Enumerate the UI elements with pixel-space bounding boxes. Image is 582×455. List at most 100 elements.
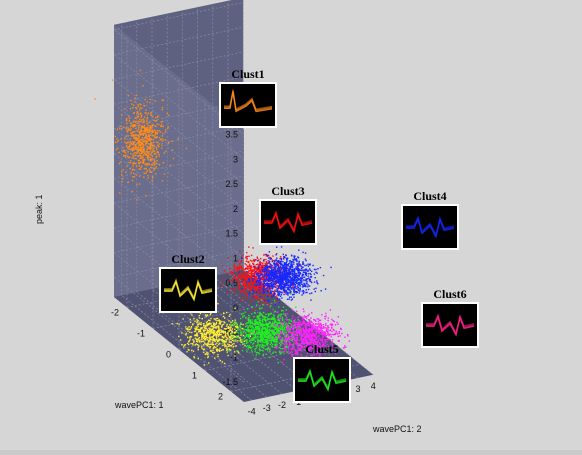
data-point [269, 322, 270, 323]
data-point [325, 339, 326, 340]
data-point [296, 279, 297, 280]
data-point [276, 263, 277, 264]
data-point [232, 324, 233, 325]
data-point [282, 317, 283, 318]
data-point [235, 275, 236, 276]
data-point [251, 350, 252, 351]
data-point [293, 262, 294, 263]
data-point [207, 353, 208, 354]
data-point [308, 266, 309, 267]
data-point [135, 122, 136, 123]
data-point [270, 327, 271, 328]
data-point [208, 356, 209, 357]
data-point [259, 301, 260, 302]
data-point [208, 320, 209, 321]
data-point [310, 270, 311, 271]
data-point [243, 328, 244, 329]
data-point [138, 136, 139, 137]
data-point [296, 261, 297, 262]
data-point [265, 345, 266, 346]
data-point [262, 269, 263, 270]
data-point [291, 278, 292, 279]
data-point [212, 339, 213, 340]
data-point [276, 259, 277, 260]
data-point [299, 292, 300, 293]
data-point [161, 145, 162, 146]
data-point [288, 280, 289, 281]
data-point [283, 278, 284, 279]
data-point [125, 152, 126, 153]
data-point [131, 133, 132, 134]
data-point [297, 287, 298, 288]
data-point [263, 336, 264, 337]
data-point [323, 326, 324, 327]
data-point [280, 313, 281, 314]
data-point [245, 268, 246, 269]
data-point [139, 109, 140, 110]
data-point [143, 122, 144, 123]
data-point [227, 351, 228, 352]
data-point [143, 130, 144, 131]
data-point [157, 145, 158, 146]
data-point [219, 321, 220, 322]
data-point [290, 344, 291, 345]
data-point [263, 334, 264, 335]
data-point [279, 319, 280, 320]
data-point [125, 157, 126, 158]
data-point [253, 309, 254, 310]
data-point [134, 169, 135, 170]
data-point [259, 280, 260, 281]
data-point [140, 121, 141, 122]
data-point [186, 333, 187, 334]
data-point [331, 319, 332, 320]
data-point [209, 322, 210, 323]
data-point [274, 315, 275, 316]
data-point [265, 314, 266, 315]
data-point [275, 254, 276, 255]
data-point [139, 163, 140, 164]
data-point [136, 165, 137, 166]
data-point [218, 330, 219, 331]
data-point [151, 139, 152, 140]
data-point [236, 331, 237, 332]
data-point [321, 327, 322, 328]
data-point [150, 134, 151, 135]
data-point [126, 118, 127, 119]
data-point [266, 332, 267, 333]
data-point [296, 331, 297, 332]
data-point [143, 145, 144, 146]
data-point [214, 318, 215, 319]
data-point [262, 321, 263, 322]
data-point [289, 266, 290, 267]
data-point [284, 349, 285, 350]
data-point [178, 138, 179, 139]
data-point [270, 313, 271, 314]
data-point [247, 308, 248, 309]
data-point [213, 338, 214, 339]
data-point [319, 320, 320, 321]
data-point [150, 143, 151, 144]
data-point [144, 173, 145, 174]
data-point [278, 287, 279, 288]
data-point [284, 347, 285, 348]
data-point [220, 286, 221, 287]
data-point [299, 348, 300, 349]
data-point [298, 282, 299, 283]
data-point [161, 121, 162, 122]
data-point [268, 270, 269, 271]
data-point [246, 258, 247, 259]
data-point [138, 121, 139, 122]
data-point [249, 320, 250, 321]
data-point [223, 324, 224, 325]
data-point [264, 342, 265, 343]
data-point [300, 316, 301, 317]
data-point [285, 278, 286, 279]
data-point [204, 334, 205, 335]
data-point [207, 354, 208, 355]
data-point [254, 288, 255, 289]
data-point [154, 153, 155, 154]
data-point [249, 325, 250, 326]
data-point [293, 348, 294, 349]
data-point [268, 335, 269, 336]
data-point [303, 263, 304, 264]
